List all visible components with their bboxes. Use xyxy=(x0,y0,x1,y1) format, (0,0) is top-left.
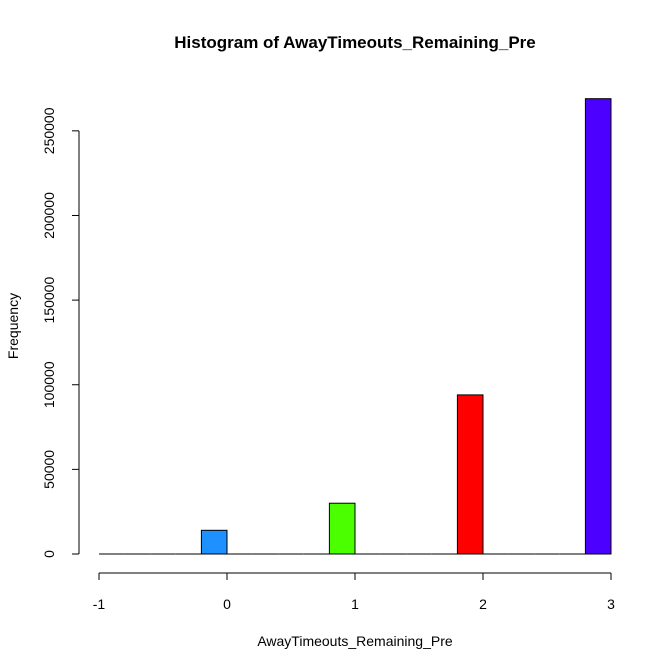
x-tick-label: 3 xyxy=(607,596,615,612)
histogram-bar xyxy=(328,502,356,555)
y-tick-label: 0 xyxy=(41,550,57,558)
y-axis-label: Frequency xyxy=(5,293,21,359)
chart-title: Histogram of AwayTimeouts_Remaining_Pre xyxy=(174,33,536,52)
y-tick-label: 100000 xyxy=(41,361,57,408)
y-tick-label: 200000 xyxy=(41,192,57,239)
x-tick-label: 0 xyxy=(223,596,231,612)
x-tick-label: 1 xyxy=(351,596,359,612)
x-tick-label: 2 xyxy=(479,596,487,612)
histogram-bars xyxy=(99,98,612,555)
histogram-bar xyxy=(456,394,484,555)
histogram-bar xyxy=(200,529,228,555)
x-axis-label: AwayTimeouts_Remaining_Pre xyxy=(257,633,453,649)
y-tick-label: 150000 xyxy=(41,277,57,324)
x-tick-label: -1 xyxy=(93,596,106,612)
y-axis: 0 50000 100000 150000 200000 250000 xyxy=(41,107,80,558)
y-tick-label: 250000 xyxy=(41,107,57,154)
y-tick-label: 50000 xyxy=(41,450,57,489)
histogram-bar xyxy=(584,98,612,555)
x-axis: -1 0 1 2 3 xyxy=(93,572,615,612)
